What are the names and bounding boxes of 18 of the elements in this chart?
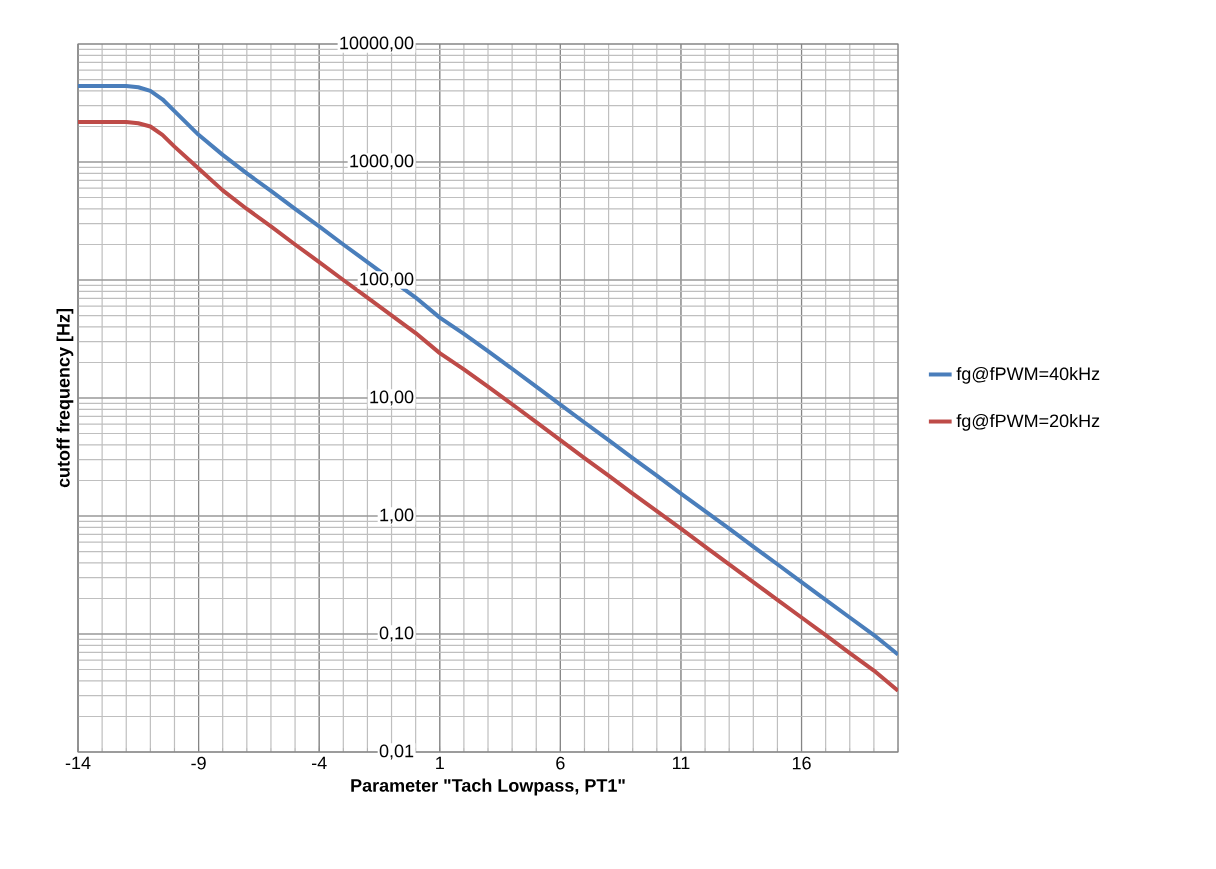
x-tick-label: -9: [191, 756, 206, 770]
x-tick-label: 6: [556, 756, 565, 770]
x-tick-label: -14: [65, 756, 91, 770]
y-tick-label: 1,00: [380, 508, 414, 524]
x-tick-label: 11: [672, 756, 690, 770]
y-tick-label: 100,00: [360, 272, 414, 288]
legend-label: fg@fPWM=20kHz: [956, 414, 1100, 431]
y-axis-title: cutoff frequency [Hz]: [56, 309, 74, 488]
y-tick-label: 0,10: [379, 626, 414, 642]
y-tick-label: 10,00: [370, 390, 414, 406]
x-tick-label: 1: [436, 756, 444, 770]
x-tick-label: -4: [311, 756, 327, 770]
legend-label: fg@fPWM=40kHz: [956, 366, 1100, 384]
x-tick-label: 16: [792, 756, 811, 770]
y-tick-label: 10000,00: [340, 36, 414, 52]
y-tick-label: 1000,00: [350, 154, 414, 170]
x-axis-title: Parameter "Tach Lowpass, PT1": [351, 778, 625, 796]
y-tick-label: 0,01: [379, 744, 414, 760]
